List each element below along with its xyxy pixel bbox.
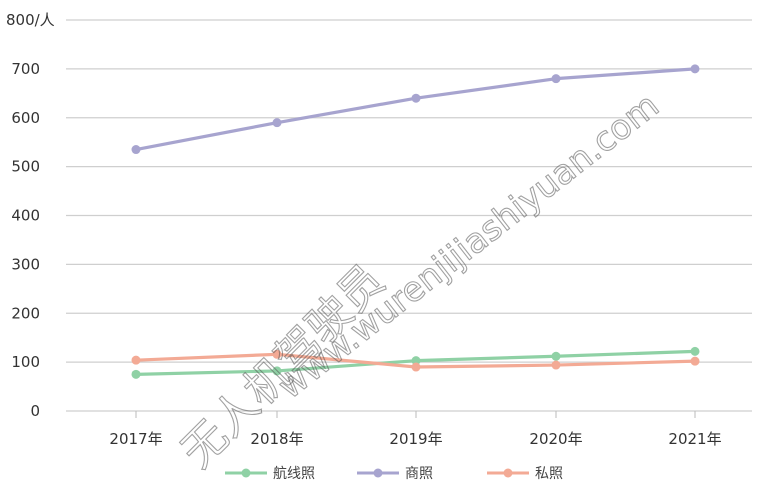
data-point xyxy=(411,356,421,366)
y-tick-label: 700 xyxy=(11,60,40,78)
data-point xyxy=(272,349,282,359)
series-0 xyxy=(131,346,700,379)
grid-lines xyxy=(66,19,752,412)
data-point xyxy=(272,118,282,128)
data-point xyxy=(690,346,700,356)
x-tick-label: 2019年 xyxy=(389,430,442,448)
data-point xyxy=(690,64,700,74)
legend-label: 私照 xyxy=(535,466,563,482)
y-tick-label: 600 xyxy=(11,109,40,127)
data-point xyxy=(131,355,141,365)
data-point xyxy=(411,93,421,103)
series-2 xyxy=(131,349,700,372)
x-tick-label: 2017年 xyxy=(109,430,162,448)
legend-label: 商照 xyxy=(405,466,433,482)
y-tick-label: 200 xyxy=(11,304,40,322)
legend-item: 商照 xyxy=(357,466,433,482)
x-tick-label: 2020年 xyxy=(529,430,582,448)
data-point xyxy=(411,362,421,372)
legend-marker xyxy=(503,468,513,478)
x-axis: 2017年 2018年 2019年 2020年 2021年 xyxy=(109,411,722,448)
legend-item: 私照 xyxy=(487,466,563,482)
y-tick-label: 0 xyxy=(30,402,40,420)
series-1 xyxy=(131,64,700,155)
y-tick-label: 400 xyxy=(11,207,40,225)
data-point xyxy=(690,356,700,366)
series-lines xyxy=(131,64,700,379)
data-point xyxy=(551,351,561,361)
y-tick-label: 100 xyxy=(11,353,40,371)
data-point xyxy=(551,360,561,370)
y-tick-label: 300 xyxy=(11,255,40,273)
y-axis: 0 100 200 300 400 500 600 700 800/人 xyxy=(6,11,55,420)
legend-label: 航线照 xyxy=(273,466,315,482)
legend-item: 航线照 xyxy=(225,466,315,482)
legend-marker xyxy=(373,468,383,478)
data-point xyxy=(131,369,141,379)
watermark: 无人机驾驶员 www.wurenjijiashiyuan.com xyxy=(171,85,667,478)
data-point xyxy=(131,145,141,155)
x-tick-label: 2021年 xyxy=(668,430,721,448)
y-tick-label: 500 xyxy=(11,158,40,176)
legend: 航线照 商照 私照 xyxy=(225,466,563,482)
data-point xyxy=(272,366,282,376)
data-point xyxy=(551,74,561,84)
legend-marker xyxy=(241,468,251,478)
x-tick-label: 2018年 xyxy=(250,430,303,448)
y-axis-label: 800/人 xyxy=(6,11,55,29)
